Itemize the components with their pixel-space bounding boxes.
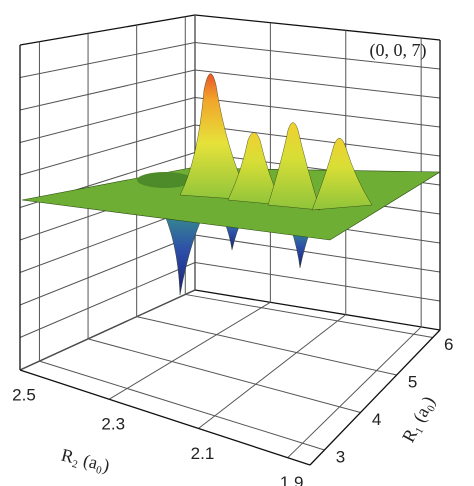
x-axis-label: R₂ (a₀) bbox=[59, 445, 112, 477]
x-tick-label: 2.3 bbox=[101, 415, 125, 434]
axis-edge bbox=[194, 14, 441, 41]
x-tick-label: 1.9 bbox=[280, 473, 304, 486]
annotation: (0, 0, 7) bbox=[370, 40, 427, 61]
wall-line bbox=[19, 69, 196, 111]
y-tick-label: 5 bbox=[408, 372, 417, 391]
wall-line bbox=[194, 42, 441, 70]
axis-edge bbox=[19, 369, 311, 466]
wall-line bbox=[194, 69, 441, 99]
wall-line bbox=[19, 42, 196, 78]
axis-edge bbox=[194, 289, 441, 331]
grid-line bbox=[108, 301, 271, 400]
axes-front: 2.5 2.3 2.1 1.9 3 4 5 6 bbox=[12, 329, 454, 486]
surface bbox=[21, 73, 442, 296]
grid-line bbox=[19, 289, 196, 371]
grid-line bbox=[287, 326, 422, 459]
grid-line bbox=[136, 316, 397, 376]
wall-line bbox=[194, 97, 441, 128]
wall-line bbox=[194, 124, 441, 157]
grid-line bbox=[198, 314, 347, 429]
x-tick-label: 2.5 bbox=[12, 385, 36, 404]
wall-line bbox=[19, 234, 196, 306]
grid-line bbox=[39, 360, 325, 451]
wall-line bbox=[194, 262, 441, 302]
axis-edge bbox=[309, 329, 441, 466]
wall-line bbox=[19, 124, 196, 176]
y-axis-label: R₁ (a₀) bbox=[398, 393, 440, 446]
wall-line bbox=[19, 97, 196, 143]
grid-line bbox=[185, 293, 433, 338]
grid-line bbox=[87, 338, 361, 413]
wall-line bbox=[194, 234, 441, 273]
y-tick-label: 3 bbox=[336, 447, 345, 466]
y-tick-label: 6 bbox=[444, 335, 453, 354]
axis-edge bbox=[19, 14, 196, 46]
y-tick-label: 4 bbox=[372, 410, 381, 429]
x-tick-label: 2.1 bbox=[191, 444, 215, 463]
wall-line bbox=[19, 262, 196, 338]
